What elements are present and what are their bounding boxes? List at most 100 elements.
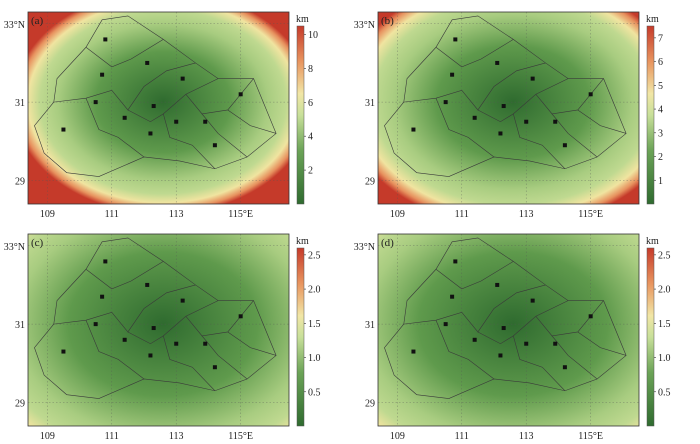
colorbar-unit: km <box>296 236 309 247</box>
lon-tick-label: 109 <box>390 431 405 442</box>
lat-tick-label: 29 <box>15 176 25 187</box>
colorbar-unit: km <box>646 236 659 247</box>
station-marker <box>443 100 448 105</box>
colorbar-tick-label: 10 <box>308 30 318 41</box>
lon-tick-label: 111 <box>455 209 469 220</box>
colorbar-tick-label: 1.5 <box>658 319 671 330</box>
map-svg: (b) 33°N 31 29 109 111 113 115°E km 7 6 5 4 3 2 1 <box>354 11 663 220</box>
panel-label: (c) <box>31 237 44 249</box>
lat-tick-label: 31 <box>15 320 25 331</box>
station-marker <box>524 341 529 346</box>
station-marker <box>103 259 108 264</box>
lat-tick-label: 31 <box>15 98 25 109</box>
colorbar-tick-label: 0.5 <box>308 387 321 398</box>
colorbar <box>646 25 655 205</box>
map-svg: (c) 33°N 31 29 109 111 113 115°E km 2.5 2.0 1.5 1.0 0… <box>4 233 321 442</box>
province-boundary <box>384 237 627 399</box>
lon-tick-label: 113 <box>519 431 534 442</box>
lat-tick-label: 31 <box>365 98 375 109</box>
station-marker <box>443 322 448 327</box>
station-marker <box>501 104 506 109</box>
station-marker <box>553 341 558 346</box>
station-marker <box>501 326 506 331</box>
colorbar <box>296 25 305 205</box>
lon-tick-label: 111 <box>105 431 119 442</box>
colorbar-tick-label: 1.0 <box>308 353 321 364</box>
station-marker <box>212 143 217 148</box>
graticule <box>28 12 289 204</box>
colorbar-tick-label: 2.0 <box>308 285 321 296</box>
station-marker <box>174 119 179 124</box>
map-svg: (a) 33°N 31 29 109 111 113 115°E km 10 8 6 4 2 <box>4 11 318 220</box>
station-marker <box>61 127 66 132</box>
colorbar-tick-label: 5 <box>658 81 663 92</box>
colorbar-tick-label: 6 <box>658 57 663 68</box>
panel-label: (d) <box>381 237 394 249</box>
lon-tick-label: 115°E <box>578 431 603 442</box>
station-marker <box>411 349 416 354</box>
lon-tick-label: 111 <box>105 209 119 220</box>
station-marker <box>495 60 500 65</box>
station-marker <box>495 282 500 287</box>
station-marker <box>103 37 108 42</box>
station-marker <box>453 37 458 42</box>
colorbar-tick-label: 0.5 <box>658 387 671 398</box>
colorbar <box>646 247 655 427</box>
lon-tick-label: 115°E <box>228 209 253 220</box>
panel-label: (b) <box>381 15 394 27</box>
lat-tick-label: 33°N <box>4 20 25 31</box>
colorbar-tick-label: 2.5 <box>308 250 321 261</box>
station-marker <box>122 115 127 120</box>
lon-tick-label: 113 <box>169 431 184 442</box>
station-marker <box>238 314 243 319</box>
station-marker <box>180 76 185 81</box>
lon-tick-label: 109 <box>390 209 405 220</box>
colorbar-tick-label: 8 <box>308 64 313 75</box>
station-marker <box>174 341 179 346</box>
lon-tick-label: 109 <box>40 209 55 220</box>
lon-tick-label: 115°E <box>228 431 253 442</box>
colorbar-unit: km <box>646 14 659 25</box>
interpolation-field <box>28 234 289 426</box>
station-marker <box>145 60 150 65</box>
station-marker <box>450 294 455 299</box>
colorbar-tick-label: 2 <box>308 166 313 177</box>
map-panel-c: (c) 33°N 31 29 109 111 113 115°E km 2.5 2.0 1.5 1.0 0… <box>0 222 350 444</box>
map-panel-d: (d) 33°N 31 29 109 111 113 115°E km 2.5 2.0 1.5 1.0 0… <box>350 222 700 444</box>
map-svg: (d) 33°N 31 29 109 111 113 115°E km 2.5 2.0 1.5 1.0 0… <box>354 233 671 442</box>
station-marker <box>411 127 416 132</box>
station-marker <box>530 76 535 81</box>
colorbar-tick-label: 7 <box>658 33 663 44</box>
station-marker <box>93 322 98 327</box>
station-marker <box>562 365 567 370</box>
station-marker <box>530 298 535 303</box>
colorbar-tick-label: 1 <box>658 176 663 187</box>
lat-tick-label: 33°N <box>354 20 375 31</box>
station-marker <box>453 259 458 264</box>
station-marker <box>553 119 558 124</box>
station-marker <box>148 131 153 136</box>
station-marker <box>472 115 477 120</box>
station-marker <box>498 131 503 136</box>
colorbar-unit: km <box>296 14 309 25</box>
lat-tick-label: 33°N <box>4 242 25 253</box>
colorbar-tick-label: 4 <box>308 132 313 143</box>
station-marker <box>148 353 153 358</box>
station-marker <box>238 92 243 97</box>
station-marker <box>588 92 593 97</box>
station-marker <box>203 119 208 124</box>
lon-tick-label: 111 <box>455 431 469 442</box>
station-marker <box>100 294 105 299</box>
interpolation-field <box>378 12 639 204</box>
lat-tick-label: 29 <box>365 398 375 409</box>
colorbar-tick-label: 4 <box>658 105 663 116</box>
graticule <box>378 12 639 204</box>
interpolation-field <box>28 12 289 204</box>
station-marker <box>588 314 593 319</box>
colorbar <box>296 247 305 427</box>
graticule <box>378 234 639 426</box>
lat-tick-label: 33°N <box>354 242 375 253</box>
station-marker <box>100 72 105 77</box>
colorbar-tick-label: 6 <box>308 98 313 109</box>
station-marker <box>151 104 156 109</box>
